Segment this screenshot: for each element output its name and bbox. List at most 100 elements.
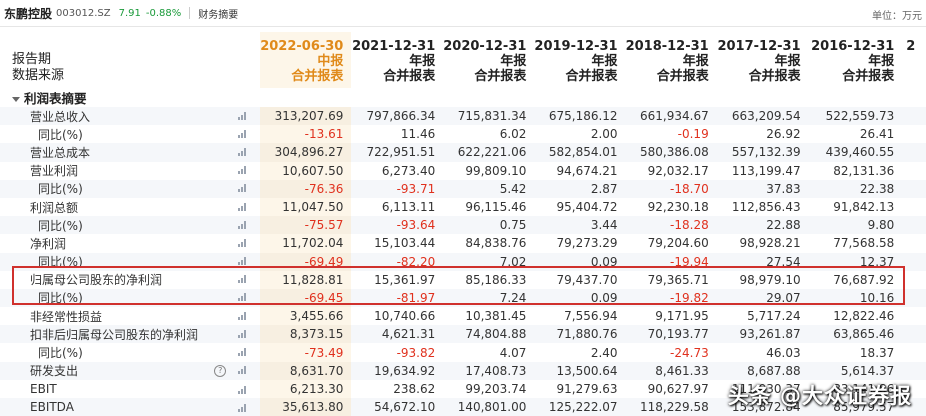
column-header-date: 2 — [906, 39, 916, 54]
value-cell: 17,408.73 — [443, 361, 535, 380]
value-cell: 85,979.57 — [808, 398, 903, 416]
value-cell: 6,273.40 — [381, 163, 436, 178]
value-cell: 3,455.66 — [260, 307, 352, 326]
value-cell: -73.49 — [260, 343, 352, 362]
overflow-cell — [902, 107, 926, 126]
table-row[interactable]: 营业总成本 304,896.27 722,951.51 622,221.06 582,8… — [0, 143, 926, 162]
bar-chart-icon[interactable] — [238, 404, 247, 413]
table-row[interactable]: 同比(%) -69.45 -81.97 7.24 0.09 -19.82 29.07 10.1… — [0, 288, 926, 308]
section-title-text: 利润表摘要 — [24, 91, 87, 106]
value-cell: 63,865.46 — [808, 325, 903, 344]
value-cell: 3.44 — [534, 216, 626, 235]
bar-chart-icon[interactable] — [238, 348, 247, 357]
row-label: 同比(%) — [38, 218, 83, 233]
tab-financial-summary[interactable]: 财务摘要 — [198, 9, 239, 21]
table-row[interactable]: 同比(%) -13.61 11.46 6.02 2.00 -0.19 26.92 26.41 — [0, 125, 926, 144]
bar-chart-icon[interactable] — [238, 202, 247, 211]
bar-chart-icon[interactable] — [238, 366, 247, 375]
table-row[interactable]: 营业总收入 313,207.69 797,866.34 715,831.34 675,1… — [0, 107, 926, 126]
value-cell: 91,279.63 — [556, 381, 618, 396]
value-cell: 79,273.29 — [556, 236, 618, 251]
bar-chart-icon[interactable] — [238, 147, 247, 156]
overflow-cell — [902, 179, 926, 198]
table-row[interactable]: 归属母公司股东的净利润 11,828.81 15,361.97 85,186.33 79… — [0, 270, 926, 289]
table-row[interactable]: 非经常性损益 3,455.66 10,740.66 10,381.45 7,556.94… — [0, 307, 926, 326]
bar-chart-icon[interactable] — [238, 129, 247, 138]
bar-chart-icon[interactable] — [238, 293, 247, 302]
column-header-type: 年报 — [682, 54, 709, 69]
row-label-cell: 营业总收入 — [0, 107, 261, 126]
collapse-arrow-icon[interactable] — [12, 97, 20, 102]
value-cell: -93.71 — [351, 179, 444, 198]
value-cell: 118,229.58 — [625, 398, 717, 416]
value-cell: 6,113.11 — [381, 200, 436, 215]
overflow-cell — [902, 307, 926, 325]
value-cell: -18.28 — [625, 216, 717, 235]
overflow-cell — [902, 361, 926, 380]
watermark: 头条 @大众证券报 — [727, 384, 912, 408]
section-title[interactable]: 利润表摘要 — [0, 88, 926, 107]
row-label-cell: 净利润 — [0, 234, 260, 252]
value-cell: 797,866.34 — [351, 107, 444, 126]
value-cell: 99,203.74 — [465, 381, 527, 396]
bar-chart-icon[interactable] — [238, 111, 247, 120]
value-cell: 35,613.80 — [260, 398, 352, 416]
table-row[interactable]: 同比(%) -75.57 -93.64 0.75 3.44 -18.28 22.88 9.80 — [0, 216, 926, 235]
table-row[interactable]: 同比(%) -76.36 -93.71 5.42 2.87 -18.70 37.83 22.3… — [0, 179, 926, 198]
column-header[interactable]: 2 — [902, 32, 926, 88]
value-cell: -69.45 — [260, 288, 352, 308]
column-header[interactable]: 2019-12-31 年报 合并报表 — [534, 32, 625, 88]
overflow-cell — [902, 216, 926, 235]
column-header[interactable]: 2016-12-31 年报 合并报表 — [809, 32, 903, 88]
value-cell: -93.82 — [396, 345, 436, 360]
divider — [189, 7, 191, 19]
table-row[interactable]: 净利润 11,702.04 15,103.44 84,838.76 79,273.29 7… — [0, 234, 926, 253]
bar-chart-icon[interactable] — [238, 166, 247, 175]
overflow-cell — [902, 252, 926, 271]
column-header[interactable]: 2017-12-31 年报 合并报表 — [717, 32, 809, 88]
column-header[interactable]: 2020-12-31 年报 合并报表 — [443, 32, 534, 88]
value-cell: 15,361.97 — [374, 272, 436, 287]
table-row[interactable]: 同比(%) -69.49 -82.20 7.02 0.09 -19.94 27.54 12.3… — [0, 252, 926, 271]
column-header[interactable]: 2021-12-31 年报 合并报表 — [351, 32, 443, 88]
value-cell: -76.36 — [260, 179, 352, 198]
row-label: 营业利润 — [30, 164, 79, 179]
stock-header: 东鹏控股 003012.SZ 7.91 -0.88% 财务摘要 单位：万元 — [0, 0, 926, 27]
column-header[interactable]: 2018-12-31 年报 合并报表 — [626, 32, 717, 88]
bar-chart-icon[interactable] — [238, 184, 247, 193]
value-cell: 18.37 — [859, 345, 895, 360]
overflow-cell — [902, 325, 926, 344]
value-cell: 304,896.27 — [260, 143, 352, 162]
row-label-cell: 同比(%) — [0, 179, 261, 198]
bar-chart-icon[interactable] — [238, 311, 247, 320]
table-row[interactable]: 研发支出? 8,631.70 19,634.92 17,408.73 13,500.64… — [0, 361, 926, 380]
table-row[interactable]: 同比(%) -73.49 -93.82 4.07 2.40 -24.73 46.03 18.3… — [0, 343, 926, 362]
value-cell: 2.00 — [590, 127, 618, 142]
overflow-cell — [902, 398, 926, 416]
bar-chart-icon[interactable] — [238, 275, 247, 284]
table-row[interactable]: 营业利润 10,607.50 6,273.40 99,809.10 94,674.21 9… — [0, 161, 926, 180]
column-header[interactable]: 2022-06-30 中报 合并报表 — [260, 32, 352, 88]
table-row[interactable]: 利润总额 11,047.50 6,113.11 96,115.46 95,404.72 9… — [0, 197, 926, 217]
value-cell: 238.62 — [393, 381, 436, 396]
row-label-cell: 同比(%) — [0, 216, 261, 235]
row-label-cell: 同比(%) — [0, 288, 261, 308]
bar-chart-icon[interactable] — [238, 238, 247, 247]
table-row[interactable]: 扣非后归属母公司股东的净利润 8,373.15 4,621.31 74,804.88 7… — [0, 325, 926, 344]
value-cell: 663,209.54 — [716, 107, 809, 126]
bar-chart-icon[interactable] — [238, 385, 247, 394]
table-row[interactable]: EBITDA 35,613.80 54,672.10 140,801.00 125,22… — [0, 398, 926, 416]
row-label-cell: 非经常性损益 — [0, 307, 260, 325]
value-cell: 622,221.06 — [443, 143, 535, 162]
row-label-cell: 研发支出? — [0, 361, 261, 380]
bar-chart-icon[interactable] — [238, 329, 247, 338]
stock-price: 7.91 — [118, 7, 141, 19]
table-row[interactable]: EBIT 6,213.30 238.62 99,203.74 91,279.63 90,6… — [0, 379, 926, 398]
bar-chart-icon[interactable] — [238, 220, 247, 229]
section-row[interactable]: 利润表摘要 — [0, 88, 926, 107]
value-cell: 557,132.39 — [716, 143, 809, 162]
bar-chart-icon[interactable] — [238, 257, 247, 266]
value-cell: 26.92 — [766, 127, 801, 142]
help-icon[interactable]: ? — [214, 365, 227, 378]
value-cell: 5,614.37 — [808, 361, 903, 380]
